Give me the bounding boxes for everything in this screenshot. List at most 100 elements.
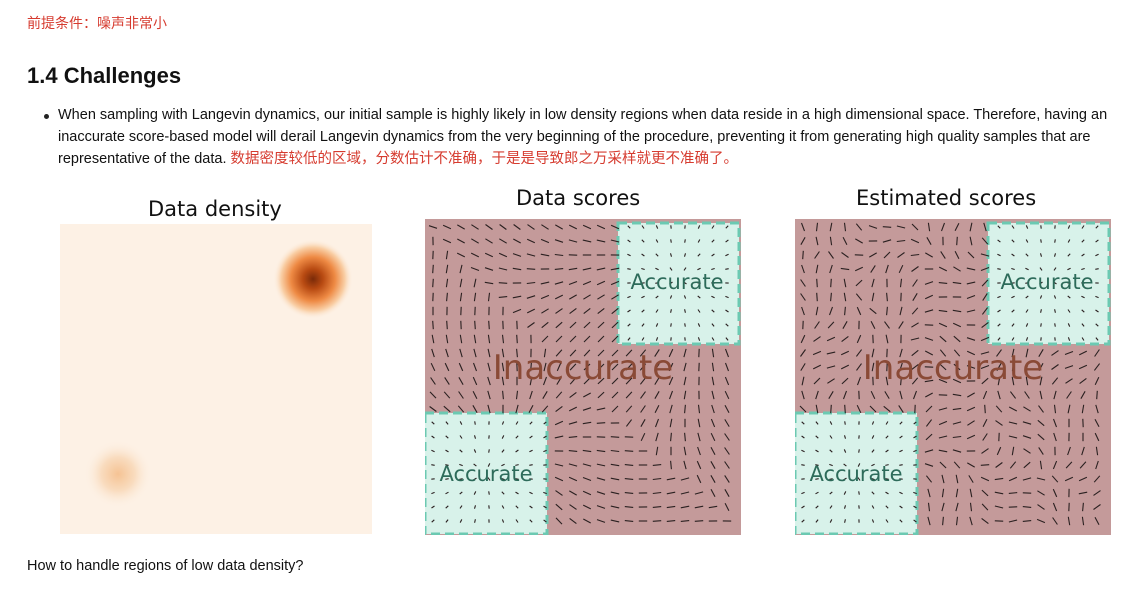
score-arrow xyxy=(445,421,449,425)
score-arrow xyxy=(501,519,505,523)
score-arrow xyxy=(708,505,718,509)
score-arrow xyxy=(625,377,633,385)
score-arrow xyxy=(501,421,505,425)
score-arrow xyxy=(924,379,934,383)
score-arrow xyxy=(610,505,620,509)
score-arrow xyxy=(683,460,687,470)
score-arrow xyxy=(684,239,686,243)
score-arrow xyxy=(1038,405,1044,413)
score-arrow xyxy=(655,253,659,257)
score-arrow xyxy=(445,250,449,260)
score-arrow xyxy=(1080,391,1086,399)
score-arrow xyxy=(815,264,819,274)
score-arrow xyxy=(498,252,508,258)
score-arrow xyxy=(627,309,631,313)
score-arrow xyxy=(955,502,959,512)
score-arrow xyxy=(925,405,933,413)
score-arrow xyxy=(431,449,435,453)
score-arrow xyxy=(826,336,836,342)
score-arrow xyxy=(654,377,660,385)
score-arrow xyxy=(927,488,931,498)
score-arrow xyxy=(981,448,989,454)
score-arrow xyxy=(885,334,889,344)
score-arrow xyxy=(1079,461,1087,469)
score-arrow xyxy=(814,251,820,259)
score-arrow xyxy=(429,406,437,412)
score-arrow xyxy=(1093,504,1101,510)
score-arrow xyxy=(445,478,449,480)
score-arrow xyxy=(471,238,479,244)
score-arrow xyxy=(1078,364,1088,370)
score-arrow xyxy=(871,421,875,425)
score-arrow xyxy=(1023,448,1031,454)
paragraph-english: When sampling with Langevin dynamics, ou… xyxy=(58,107,1108,167)
score-arrow xyxy=(543,421,547,425)
score-arrow xyxy=(994,505,1004,509)
score-arrow xyxy=(841,377,849,385)
score-arrow xyxy=(1051,377,1059,385)
score-arrow xyxy=(1081,253,1085,257)
score-arrow xyxy=(800,363,806,371)
score-arrow xyxy=(843,292,847,302)
score-arrow xyxy=(430,362,436,372)
score-arrow xyxy=(684,309,686,313)
score-arrow xyxy=(815,505,819,509)
score-arrow xyxy=(697,295,701,299)
score-arrow xyxy=(670,460,672,470)
score-arrow xyxy=(724,461,730,469)
score-arrow xyxy=(724,419,730,427)
score-arrow xyxy=(555,517,563,525)
score-arrow xyxy=(816,292,818,302)
score-arrow xyxy=(812,350,822,356)
score-arrow xyxy=(1081,516,1085,526)
score-arrow xyxy=(885,421,889,425)
score-arrow xyxy=(670,323,672,327)
score-arrow xyxy=(597,349,605,357)
score-arrow xyxy=(883,251,891,259)
score-arrow xyxy=(801,435,805,439)
score-arrow xyxy=(611,335,619,343)
score-arrow xyxy=(443,405,451,413)
score-arrow xyxy=(583,335,591,343)
score-arrow xyxy=(627,295,631,299)
score-arrow xyxy=(826,351,836,355)
accurate-label-bottom: Accurate xyxy=(439,462,532,486)
score-arrow xyxy=(840,350,850,356)
score-arrow xyxy=(1065,461,1073,469)
score-arrow xyxy=(484,281,494,285)
score-arrow xyxy=(684,404,686,414)
score-arrow xyxy=(627,239,631,243)
score-arrow xyxy=(473,491,477,495)
score-arrow xyxy=(913,519,917,523)
score-arrow xyxy=(815,236,819,246)
score-arrow xyxy=(1011,225,1015,229)
score-arrow xyxy=(952,393,962,397)
score-arrow xyxy=(829,478,833,480)
score-arrow xyxy=(830,278,832,288)
score-arrow xyxy=(842,321,848,329)
score-arrow xyxy=(900,376,902,386)
score-arrow xyxy=(858,449,860,453)
score-arrow xyxy=(697,404,701,414)
score-arrow xyxy=(459,348,463,358)
score-arrows xyxy=(428,224,732,525)
score-arrow xyxy=(855,279,863,287)
score-arrow xyxy=(710,418,716,428)
score-arrow xyxy=(997,309,1001,313)
score-arrow xyxy=(1078,350,1088,356)
score-arrow xyxy=(569,504,577,510)
score-arrow xyxy=(668,348,674,358)
score-arrow xyxy=(1023,406,1031,412)
score-arrow xyxy=(652,464,662,466)
score-arrow xyxy=(924,449,934,453)
score-arrow xyxy=(725,295,729,299)
score-arrow xyxy=(870,390,876,400)
score-arrow xyxy=(555,321,563,329)
score-arrow xyxy=(442,238,452,244)
score-arrow xyxy=(980,476,990,482)
score-arrow xyxy=(501,477,505,481)
score-arrow xyxy=(997,376,1001,386)
score-arrow xyxy=(597,377,605,385)
score-arrow xyxy=(501,463,505,467)
score-arrow xyxy=(938,449,948,453)
